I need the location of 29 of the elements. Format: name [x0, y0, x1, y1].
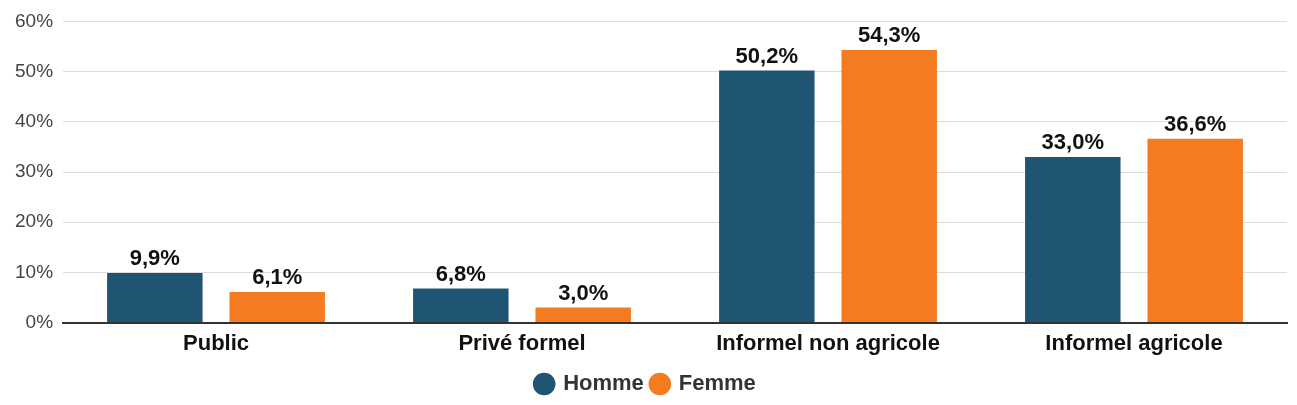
y-tick-label: 30%	[15, 160, 54, 182]
bar	[107, 272, 203, 323]
y-tick-label: 10%	[15, 260, 54, 282]
legend-label: Homme	[563, 370, 644, 396]
data-label: 50,2%	[735, 42, 799, 68]
bar	[841, 50, 937, 323]
y-tick-label: 20%	[15, 210, 54, 232]
x-tick-label: Public	[183, 329, 250, 355]
bar	[1147, 138, 1243, 323]
y-tick-label: 0%	[25, 310, 54, 332]
bar	[719, 70, 815, 323]
bar	[229, 291, 325, 323]
legend-label: Femme	[678, 370, 756, 396]
bar	[535, 307, 631, 323]
bar	[1025, 156, 1121, 323]
y-tick-label: 50%	[15, 59, 54, 81]
data-label: 36,6%	[1164, 110, 1227, 136]
x-tick-label: Informel agricole	[1045, 329, 1223, 355]
data-label: 6,8%	[435, 260, 486, 286]
y-tick-label: 40%	[15, 110, 54, 132]
x-tick-label: Informel non agricole	[716, 329, 940, 355]
y-tick-label: 60%	[15, 9, 54, 31]
data-label: 6,1%	[252, 264, 303, 290]
data-label: 9,9%	[129, 244, 180, 270]
x-tick-label: Privé formel	[458, 329, 586, 355]
data-label: 3,0%	[558, 279, 609, 305]
bar	[413, 288, 509, 323]
data-label: 54,3%	[858, 22, 921, 48]
data-label: 33,0%	[1041, 129, 1104, 154]
